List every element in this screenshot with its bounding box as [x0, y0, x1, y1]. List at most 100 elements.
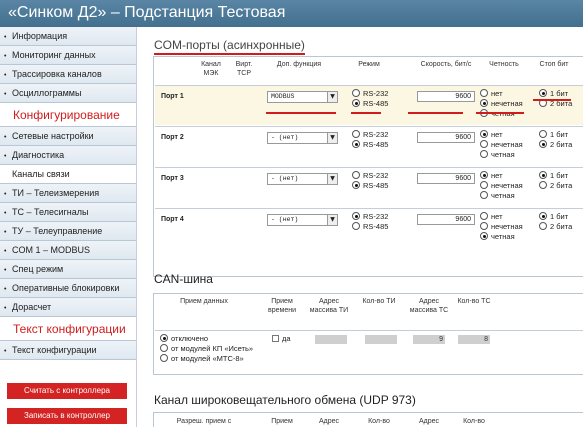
radio-mode	[352, 99, 360, 107]
sidebar-item-com1[interactable]: • COM 1 – MODBUS	[0, 241, 136, 260]
col-header-speed: Скорость, бит/с	[420, 61, 472, 68]
radio-mode	[352, 222, 360, 230]
write-to-controller-button[interactable]: Записать в контроллер	[7, 408, 127, 424]
sidebar-item-monitoring[interactable]: • Мониторинг данных	[0, 46, 136, 65]
udp-header-1: Прием	[271, 418, 293, 425]
parity-option[interactable]: четная	[480, 191, 515, 201]
radio-parity	[480, 150, 488, 158]
mode-option[interactable]: RS-485	[352, 222, 388, 232]
speed-input[interactable]: 9600	[417, 132, 475, 143]
radio-stop	[539, 89, 547, 97]
sidebar-item-network[interactable]: • Сетевые настройки	[0, 127, 136, 146]
radio-stop	[539, 222, 547, 230]
stop-option[interactable]: 1 бит	[539, 171, 568, 181]
radio-parity	[480, 232, 488, 240]
stop-option[interactable]: 1 бит	[539, 89, 568, 99]
can-time-checkbox[interactable]: да	[272, 334, 291, 344]
red-underline	[266, 112, 336, 114]
udp-table: Разреш. прием с Прием Адрес Кол-во Адрес…	[153, 412, 583, 427]
radio-mode	[352, 130, 360, 138]
sidebar-item-tu[interactable]: • ТУ – Телеуправление	[0, 222, 136, 241]
udp-header-2: Адрес	[318, 418, 340, 425]
mode-option[interactable]: RS-232	[352, 212, 388, 222]
radio-stop	[539, 181, 547, 189]
sidebar-item-channels[interactable]: Каналы связи	[0, 165, 136, 184]
func-select[interactable]: - (нет) ▼	[267, 173, 338, 185]
col-header-parity: Четность	[489, 61, 519, 68]
mode-option[interactable]: RS-232	[352, 89, 388, 99]
parity-option[interactable]: нечетная	[480, 181, 523, 191]
port-row: Порт 3 - (нет) ▼ RS-232 RS-485 9600 нет нечетна…	[155, 167, 583, 207]
parity-option[interactable]: нет	[480, 171, 503, 181]
parity-option[interactable]: нечетная	[480, 140, 523, 150]
can-cnt-ti-field[interactable]	[365, 335, 397, 344]
can-header-addr-ti: Адрес массива ТИ	[309, 298, 349, 314]
func-select[interactable]: - (нет) ▼	[267, 214, 338, 226]
com-section-title: COM-порты (асинхронные)	[154, 38, 305, 55]
radio-stop	[539, 212, 547, 220]
read-from-controller-button[interactable]: Считать с контроллера	[7, 383, 127, 399]
can-header-recv: Прием данных	[180, 298, 228, 305]
stop-option[interactable]: 2 бита	[539, 140, 572, 150]
sidebar-item-config-text[interactable]: • Текст конфигурации	[0, 341, 136, 360]
stop-option[interactable]: 1 бит	[539, 130, 568, 140]
parity-option[interactable]: нет	[480, 212, 503, 222]
can-option-off[interactable]: отключено	[160, 334, 208, 344]
sidebar-item-diagnostics[interactable]: • Диагностика	[0, 146, 136, 165]
can-header-cnt-tc: Кол-во ТС	[457, 298, 491, 305]
can-addr-tc-field[interactable]: 9	[413, 335, 445, 344]
col-header-mode: Режим	[358, 61, 380, 68]
sidebar-item-tc[interactable]: • ТС – Телесигналы	[0, 203, 136, 222]
speed-input[interactable]: 9600	[417, 173, 475, 184]
sidebar-item-blocking[interactable]: • Оперативные блокировки	[0, 279, 136, 298]
can-table: Прием данных Прием времени Адрес массива…	[153, 293, 583, 375]
sidebar-item-info[interactable]: • Информация	[0, 27, 136, 46]
udp-header-5: Кол-во	[463, 418, 485, 425]
can-addr-ti-field[interactable]	[315, 335, 347, 344]
radio-parity	[480, 89, 488, 97]
radio-parity	[480, 171, 488, 179]
stop-option[interactable]: 2 бита	[539, 181, 572, 191]
parity-option[interactable]: четная	[480, 150, 515, 160]
can-option-mts8[interactable]: от модулей «МТС-8»	[160, 354, 244, 364]
chevron-down-icon: ▼	[327, 133, 337, 143]
radio-parity	[480, 181, 488, 189]
func-select[interactable]: - (нет) ▼	[267, 132, 338, 144]
red-underline	[533, 99, 571, 101]
can-cnt-tc-field[interactable]: 8	[458, 335, 490, 344]
mode-option[interactable]: RS-232	[352, 171, 388, 181]
sidebar-item-tracing[interactable]: • Трассировка каналов	[0, 65, 136, 84]
parity-option[interactable]: четная	[480, 232, 515, 242]
sidebar-item-oscillograms[interactable]: • Осциллограммы	[0, 84, 136, 103]
mode-option[interactable]: RS-232	[352, 130, 388, 140]
mode-option[interactable]: RS-485	[352, 140, 388, 150]
mode-option[interactable]: RS-485	[352, 181, 388, 191]
radio-mode	[352, 89, 360, 97]
port-row: Порт 2 - (нет) ▼ RS-232 RS-485 9600 нет нечетна…	[155, 126, 583, 166]
port-label: Порт 3	[161, 175, 184, 182]
red-underline	[476, 112, 524, 114]
port-label: Порт 2	[161, 134, 184, 141]
parity-option[interactable]: нет	[480, 89, 503, 99]
chevron-down-icon: ▼	[327, 215, 337, 225]
stop-option[interactable]: 2 бита	[539, 222, 572, 232]
parity-option[interactable]: нечетная	[480, 222, 523, 232]
stop-option[interactable]: 1 бит	[539, 212, 568, 222]
parity-option[interactable]: нечетная	[480, 99, 523, 109]
radio-parity	[480, 99, 488, 107]
can-section-title: CAN-шина	[154, 272, 213, 286]
sidebar-item-special[interactable]: • Спец режим	[0, 260, 136, 279]
red-underline	[408, 112, 463, 114]
sidebar-item-calc[interactable]: • Дорасчет	[0, 298, 136, 317]
parity-option[interactable]: четная	[480, 109, 515, 119]
page-title: «Синком Д2» – Подстанция Тестовая	[8, 4, 286, 21]
row-divider	[155, 330, 583, 331]
speed-input[interactable]: 9600	[417, 214, 475, 225]
can-option-iset[interactable]: от модулей КП «Исеть»	[160, 344, 253, 354]
mode-option[interactable]: RS-485	[352, 99, 388, 109]
speed-input[interactable]: 9600	[417, 91, 475, 102]
func-select[interactable]: MODBUS ▼	[267, 91, 338, 103]
parity-option[interactable]: нет	[480, 130, 503, 140]
sidebar-heading-text: Текст конфигурации	[0, 317, 136, 341]
sidebar-item-ti[interactable]: • ТИ – Телеизмерения	[0, 184, 136, 203]
